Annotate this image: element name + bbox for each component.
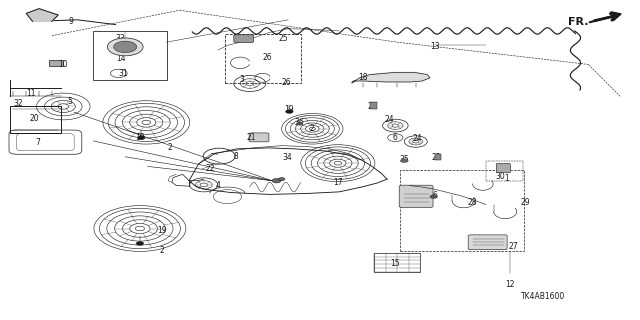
- Text: 23: 23: [367, 102, 377, 111]
- Text: 25: 25: [278, 34, 288, 43]
- Text: 19: 19: [157, 226, 166, 235]
- Text: 32: 32: [14, 99, 24, 108]
- Text: 12: 12: [506, 280, 515, 289]
- Text: 8: 8: [234, 152, 238, 161]
- Polygon shape: [352, 72, 430, 83]
- Text: 2: 2: [168, 143, 172, 152]
- Polygon shape: [26, 9, 58, 21]
- Text: 24: 24: [384, 115, 394, 124]
- Bar: [225, 34, 301, 83]
- Text: 17: 17: [333, 179, 342, 188]
- Text: 6: 6: [393, 132, 398, 141]
- Text: 29: 29: [521, 197, 531, 206]
- Text: 10: 10: [58, 60, 68, 69]
- Text: 19: 19: [135, 133, 145, 142]
- Text: 1: 1: [504, 174, 509, 183]
- Circle shape: [285, 110, 293, 114]
- Text: 14: 14: [116, 53, 125, 62]
- Text: 2: 2: [159, 246, 164, 255]
- Text: 5: 5: [67, 97, 72, 106]
- Text: 16: 16: [410, 188, 419, 197]
- Bar: [435, 154, 442, 160]
- Circle shape: [430, 195, 438, 198]
- FancyBboxPatch shape: [496, 164, 510, 173]
- Circle shape: [114, 41, 137, 52]
- Text: 34: 34: [282, 153, 292, 162]
- Text: 11: 11: [27, 89, 36, 98]
- Text: 9: 9: [68, 17, 74, 26]
- Text: 26: 26: [282, 78, 292, 87]
- Text: 21: 21: [246, 132, 256, 141]
- Text: 2: 2: [310, 124, 315, 133]
- Circle shape: [278, 178, 285, 181]
- Text: 18: 18: [358, 73, 368, 82]
- Text: 4: 4: [216, 181, 220, 190]
- Text: 30: 30: [495, 172, 505, 181]
- Text: 13: 13: [430, 42, 440, 52]
- Text: TK4AB1600: TK4AB1600: [522, 292, 566, 301]
- Text: 24: 24: [412, 134, 422, 143]
- Text: 3: 3: [239, 75, 244, 84]
- Circle shape: [136, 242, 144, 245]
- Bar: [486, 161, 523, 181]
- Text: 15: 15: [390, 259, 400, 268]
- Circle shape: [108, 38, 143, 56]
- Text: 20: 20: [29, 114, 38, 123]
- Text: 33: 33: [116, 35, 125, 44]
- Circle shape: [138, 136, 145, 140]
- Text: 23: 23: [431, 153, 441, 162]
- FancyBboxPatch shape: [234, 35, 253, 43]
- Bar: [49, 60, 63, 66]
- Text: 35: 35: [399, 155, 409, 164]
- Circle shape: [401, 159, 408, 163]
- Text: 25: 25: [499, 164, 509, 173]
- FancyBboxPatch shape: [249, 133, 269, 142]
- Bar: [370, 102, 378, 109]
- Circle shape: [296, 122, 303, 125]
- Text: 19: 19: [285, 105, 294, 114]
- FancyBboxPatch shape: [468, 235, 507, 250]
- Bar: [93, 31, 167, 80]
- Text: FR.: FR.: [568, 17, 588, 28]
- FancyBboxPatch shape: [399, 185, 433, 207]
- Text: 26: 26: [263, 53, 273, 62]
- Text: 7: 7: [35, 138, 40, 147]
- Text: 22: 22: [205, 164, 215, 173]
- Circle shape: [272, 179, 281, 183]
- Text: 36: 36: [429, 191, 438, 200]
- Text: 31: 31: [118, 69, 128, 78]
- Text: 28: 28: [467, 197, 477, 206]
- Bar: [374, 253, 420, 271]
- Text: 27: 27: [508, 242, 518, 251]
- Bar: [400, 170, 524, 251]
- Text: 36: 36: [294, 118, 305, 127]
